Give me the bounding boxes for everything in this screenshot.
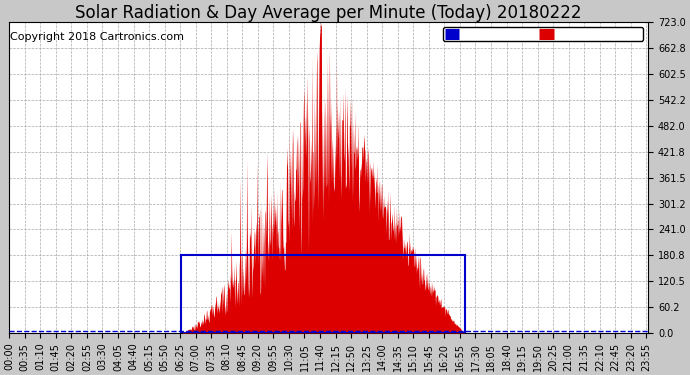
Bar [181,255,465,333]
Legend: Median (W/m2), Radiation (W/m2): Median (W/m2), Radiation (W/m2) [443,27,643,41]
Title: Solar Radiation & Day Average per Minute (Today) 20180222: Solar Radiation & Day Average per Minute… [75,4,582,22]
Text: Copyright 2018 Cartronics.com: Copyright 2018 Cartronics.com [10,32,184,42]
